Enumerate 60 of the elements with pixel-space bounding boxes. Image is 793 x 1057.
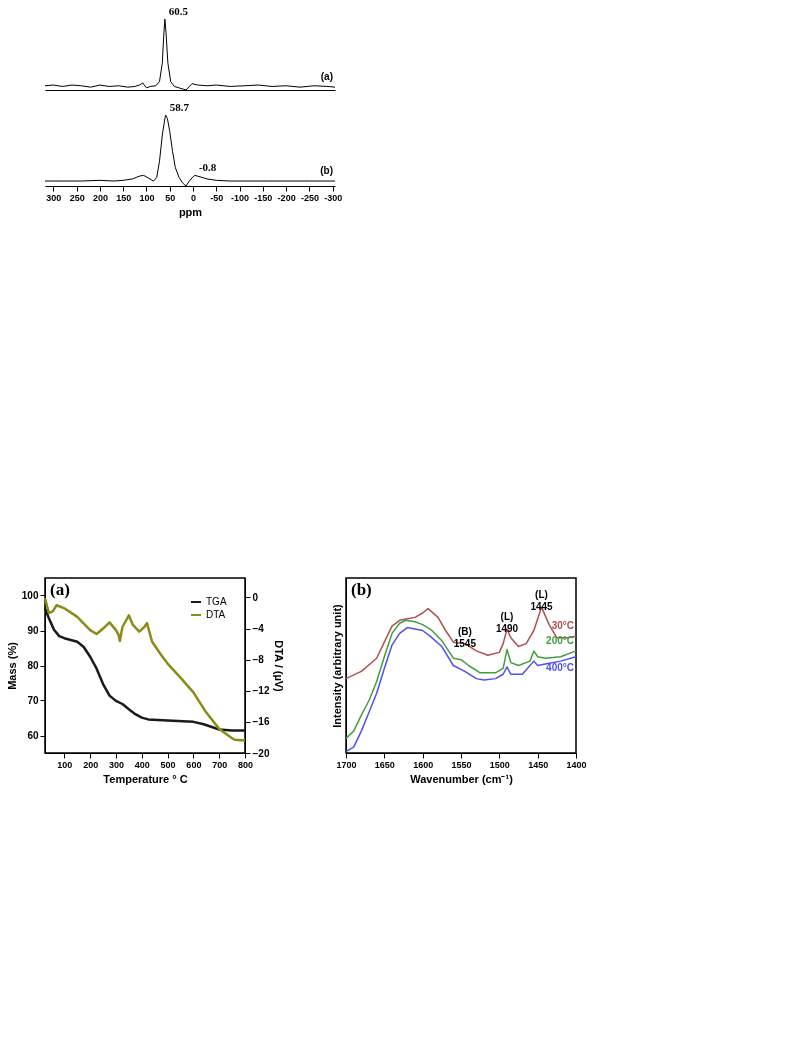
x-tick-label: 1500: [489, 759, 510, 770]
y2-axis-title: DTA / (µV): [273, 640, 286, 693]
x-tick-label: -150: [254, 192, 273, 203]
x-tick-label: 0: [191, 192, 197, 203]
annotation: (L) 1490: [495, 611, 519, 635]
y-tick-label: 60: [27, 730, 39, 741]
y2-tick-label: −8: [252, 654, 265, 666]
x-tick-label: 1400: [566, 759, 587, 770]
y2-tick-label: −20: [252, 747, 270, 759]
y-axis-title: Mass (%): [5, 641, 18, 690]
x-tick-label: 200: [92, 192, 108, 203]
annotation: (a): [50, 580, 70, 599]
x-tick-label: 150: [116, 192, 132, 203]
x-tick-label: 100: [57, 759, 73, 770]
x-tick-label: 700: [212, 759, 228, 770]
x-tick-label: 50: [165, 192, 176, 203]
y2-tick-label: −12: [252, 685, 270, 697]
x-tick-label: 1550: [451, 759, 472, 770]
x-axis-title: Temperature ° C: [103, 772, 188, 785]
series-label: 400°C: [546, 661, 574, 673]
legend-label: DTA: [206, 609, 226, 620]
y-tick-label: 80: [27, 660, 39, 671]
x-tick-label: 250: [69, 192, 85, 203]
text: (b): [351, 580, 372, 599]
x-tick-label: 600: [186, 759, 202, 770]
x-tick-label: 1600: [413, 759, 434, 770]
series-label: 200°C: [546, 634, 574, 646]
x-tick-label: -250: [300, 192, 319, 203]
x-tick-label: 400: [134, 759, 150, 770]
x-tick-label: 200: [83, 759, 99, 770]
x-axis-title: ppm: [178, 205, 203, 218]
x-tick-label: -200: [277, 192, 296, 203]
x-tick-label: 800: [237, 759, 254, 770]
y2-tick-label: −4: [252, 623, 265, 635]
x-axis-title: Wavenumber (cm⁻¹): [410, 772, 514, 785]
x-tick-label: 100: [139, 192, 155, 203]
x-tick-label: -100: [231, 192, 250, 203]
x-tick-label: -300: [324, 192, 343, 203]
y-tick-label: 100: [21, 590, 39, 601]
annotation: 58.7: [169, 101, 190, 114]
series-label: (b): [320, 165, 333, 177]
y-tick-label: 70: [27, 695, 39, 706]
series-label: 30°C: [551, 620, 574, 632]
legend-label: TGA: [206, 596, 227, 607]
y-axis-title: Intensity (arbitrary unit): [330, 603, 343, 728]
x-tick-label: 300: [46, 192, 62, 203]
x-tick-label: 1450: [528, 759, 549, 770]
series-label: (a): [320, 71, 333, 83]
x-tick-label: 1700: [336, 759, 357, 770]
x-tick-label: 1650: [374, 759, 395, 770]
y2-tick-label: 0: [252, 591, 259, 603]
y2-tick-label: −16: [252, 716, 270, 728]
y-tick-label: 90: [27, 625, 39, 636]
x-tick-label: 300: [108, 759, 124, 770]
x-tick-label: -50: [210, 192, 224, 203]
annotation: (B) 1545: [453, 625, 477, 649]
annotation: 60.5: [168, 5, 189, 18]
x-tick-label: 500: [160, 759, 176, 770]
annotation: -0.8: [198, 161, 217, 174]
annotation: (L) 1445: [530, 589, 554, 613]
